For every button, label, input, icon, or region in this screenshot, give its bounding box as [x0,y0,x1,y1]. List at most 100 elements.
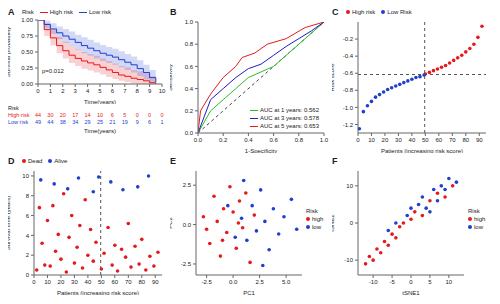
svg-text:-0.6: -0.6 [343,70,354,76]
svg-text:-0.4: -0.4 [343,53,354,59]
svg-text:4: 4 [26,233,30,239]
svg-text:0.6: 0.6 [269,137,278,143]
svg-text:1.0: 1.0 [185,19,194,25]
svg-text:20: 20 [382,137,389,143]
svg-text:10: 10 [44,279,51,285]
svg-text:6: 6 [26,213,30,219]
svg-text:0: 0 [26,272,30,278]
svg-text:tSNE1: tSNE1 [402,290,420,295]
svg-text:5: 5 [428,279,432,285]
svg-text:2: 2 [26,252,30,258]
svg-text:Patients (increasing risk scor: Patients (increasing risk score) [57,290,139,295]
svg-text:40: 40 [409,137,416,143]
svg-text:70: 70 [125,279,132,285]
svg-text:2.5: 2.5 [183,182,192,188]
svg-text:10: 10 [368,137,375,143]
svg-text:0.75: 0.75 [21,33,33,39]
svg-text:80: 80 [462,137,469,143]
svg-text:0.8: 0.8 [185,41,194,47]
svg-text:PC1: PC1 [243,290,255,295]
html-text:C: C [332,7,339,17]
svg-text:0.00: 0.00 [21,81,33,87]
svg-text:PC2: PC2 [170,217,173,229]
svg-text:0: 0 [356,137,360,143]
html-text:B: B [170,7,177,17]
svg-text:6: 6 [111,88,115,94]
svg-text:50: 50 [98,279,105,285]
html-text:A: A [8,7,15,17]
svg-text:70: 70 [449,137,456,143]
svg-text:10: 10 [446,279,453,285]
svg-text:-0.2: -0.2 [343,36,354,42]
svg-text:Risk score: Risk score [332,63,335,92]
svg-text:60: 60 [111,279,118,285]
svg-text:8: 8 [26,193,30,199]
svg-text:30: 30 [71,279,78,285]
html-text:p=0.012: p=0.012 [42,68,64,74]
svg-text:4: 4 [86,88,90,94]
svg-text:0.6: 0.6 [185,64,194,70]
svg-text:8: 8 [136,88,140,94]
svg-text:90: 90 [476,137,483,143]
svg-text:0: 0 [350,220,354,226]
svg-text:Time(years): Time(years) [84,99,116,104]
svg-text:90: 90 [152,279,159,285]
svg-text:0: 0 [32,279,36,285]
svg-text:-5: -5 [389,279,395,285]
svg-text:40: 40 [85,279,92,285]
svg-text:Survival time (years): Survival time (years) [8,196,11,251]
html-text:Risk: Risk [8,105,19,111]
html-text:30: 30 [47,112,54,118]
svg-text:0.0: 0.0 [183,222,192,228]
svg-text:80: 80 [138,279,145,285]
html-text:20: 20 [59,112,66,118]
svg-text:0: 0 [36,88,40,94]
svg-text:7: 7 [123,88,127,94]
svg-text:2.5: 2.5 [255,279,264,285]
svg-text:0.25: 0.25 [21,65,33,71]
html-text:High risk: High risk [8,112,30,118]
svg-text:0.0: 0.0 [194,137,203,143]
svg-text:0.50: 0.50 [21,49,33,55]
svg-text:9: 9 [148,88,152,94]
svg-text:0.0: 0.0 [185,130,194,136]
svg-text:0.4: 0.4 [185,86,194,92]
svg-text:0.4: 0.4 [244,137,253,143]
svg-text:60: 60 [435,137,442,143]
svg-text:-1.0: -1.0 [343,105,354,111]
svg-text:-2.5: -2.5 [201,279,212,285]
svg-text:tSNE2: tSNE2 [332,214,335,232]
svg-text:Patients (increasing risk scor: Patients (increasing risk score) [381,148,463,153]
svg-text:1.0: 1.0 [320,137,329,143]
svg-text:0.2: 0.2 [219,137,228,143]
svg-text:-0.8: -0.8 [343,87,354,93]
svg-text:-10: -10 [369,279,378,285]
svg-text:-2.5: -2.5 [181,261,192,267]
svg-text:0.2: 0.2 [185,108,194,114]
svg-text:1.00: 1.00 [21,18,33,23]
svg-text:2: 2 [61,88,65,94]
html-text:Risk: Risk [22,9,34,15]
svg-text:5.0: 5.0 [282,279,291,285]
svg-text:Sensitivity: Sensitivity [170,64,173,91]
svg-text:0.8: 0.8 [295,137,304,143]
svg-text:20: 20 [58,279,65,285]
svg-text:0: 0 [409,279,413,285]
svg-text:30: 30 [395,137,402,143]
svg-text:10: 10 [346,183,353,189]
html-text:Low risk: Low risk [89,9,111,15]
svg-text:50: 50 [422,137,429,143]
svg-text:-10: -10 [344,257,353,263]
html-text:44: 44 [34,112,42,118]
svg-text:-1.2: -1.2 [343,122,354,128]
svg-text:Survival probability: Survival probability [8,27,11,77]
svg-text:5: 5 [98,88,102,94]
html-text:High risk: High risk [49,9,73,15]
svg-text:3: 3 [74,88,78,94]
svg-text:1: 1 [49,88,53,94]
svg-text:0.0: 0.0 [229,279,238,285]
html-text:D: D [8,156,15,166]
svg-text:1-Specificity: 1-Specificity [245,148,277,153]
svg-text:10: 10 [159,88,166,94]
svg-text:10: 10 [22,173,29,179]
